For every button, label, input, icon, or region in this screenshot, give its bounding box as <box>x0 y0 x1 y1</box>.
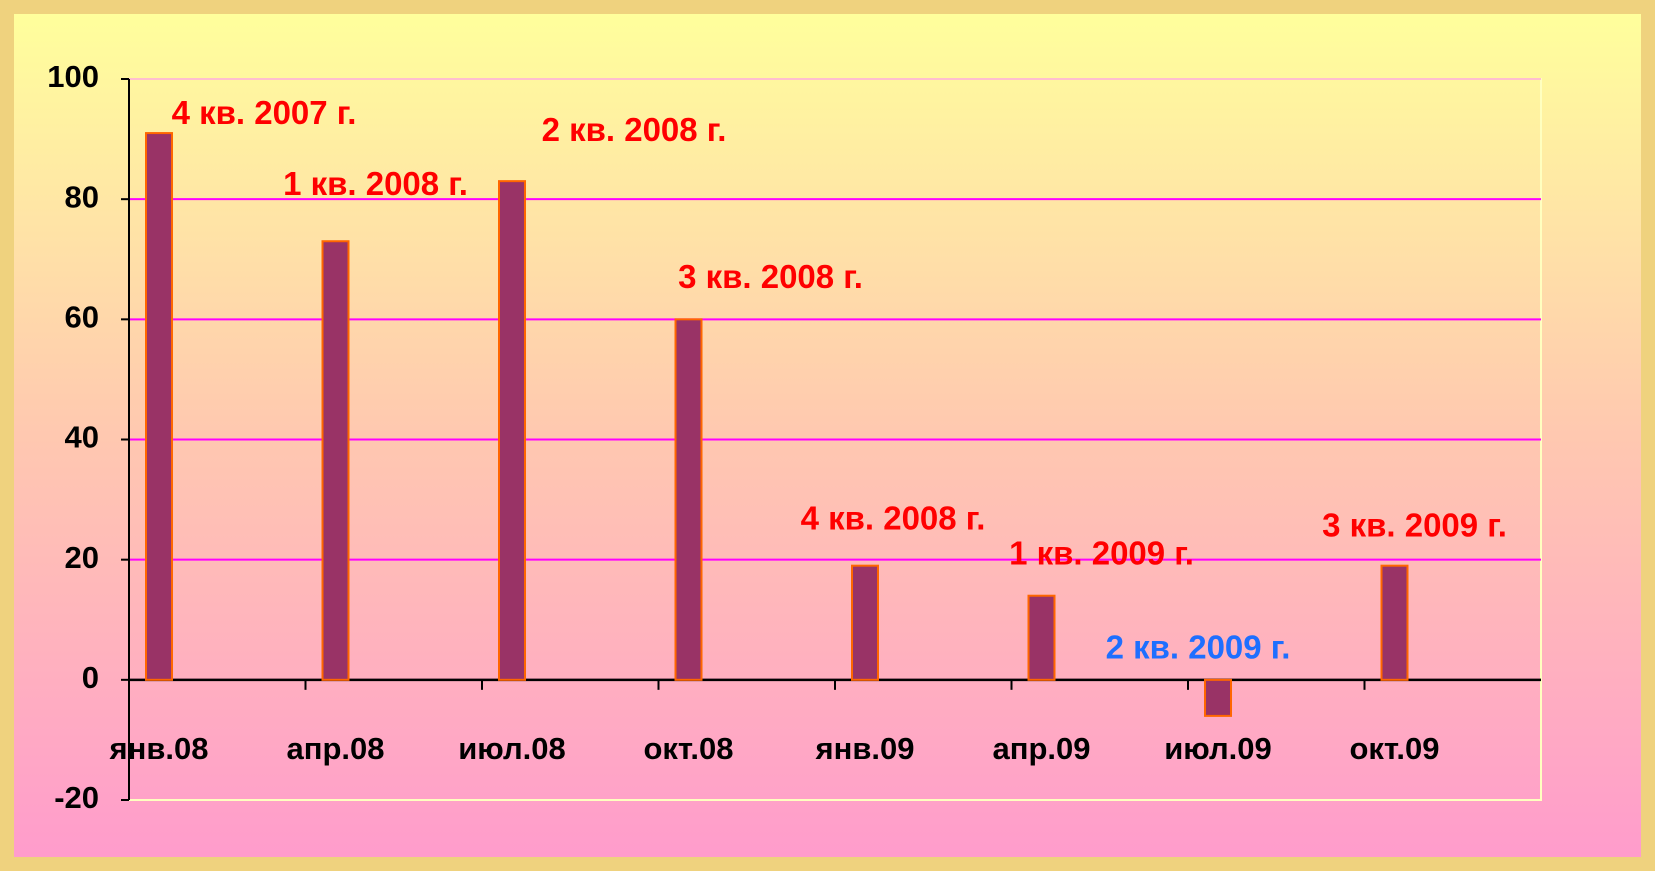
bar <box>1204 678 1233 717</box>
annotation: 4 кв. 2007 г. <box>172 94 357 131</box>
annotation: 1 кв. 2008 г. <box>283 165 468 202</box>
x-tick-label: окт.09 <box>1349 731 1439 766</box>
annotation: 2 кв. 2009 г. <box>1106 629 1291 666</box>
annotation: 4 кв. 2008 г. <box>801 499 986 536</box>
y-tick-label: 20 <box>65 540 99 575</box>
annotation: 3 кв. 2009 г. <box>1322 506 1507 543</box>
x-tick-label: июл.08 <box>458 731 566 766</box>
annotation: 3 кв. 2008 г. <box>678 258 863 295</box>
x-tick-label: янв.08 <box>109 731 209 766</box>
bar <box>851 564 880 681</box>
y-tick-label: 0 <box>82 660 99 695</box>
annotation: 2 кв. 2008 г. <box>542 111 727 148</box>
x-tick-label: окт.08 <box>643 731 733 766</box>
x-tick-label: апр.09 <box>993 731 1091 766</box>
x-tick-label: апр.08 <box>287 731 385 766</box>
y-tick-label: 60 <box>65 300 99 335</box>
x-tick-label: июл.09 <box>1164 731 1272 766</box>
bar <box>145 132 174 681</box>
bar <box>1027 594 1056 681</box>
background <box>14 14 1641 857</box>
bar <box>498 180 527 681</box>
bar <box>674 318 703 681</box>
x-tick-label: янв.09 <box>815 731 915 766</box>
y-tick-label: 100 <box>47 59 99 94</box>
bar <box>321 240 350 681</box>
y-tick-label: 40 <box>65 420 99 455</box>
y-tick-label: 80 <box>65 179 99 214</box>
bar <box>1380 564 1409 681</box>
y-tick-label: -20 <box>54 780 99 815</box>
annotation: 1 кв. 2009 г. <box>1009 534 1194 571</box>
